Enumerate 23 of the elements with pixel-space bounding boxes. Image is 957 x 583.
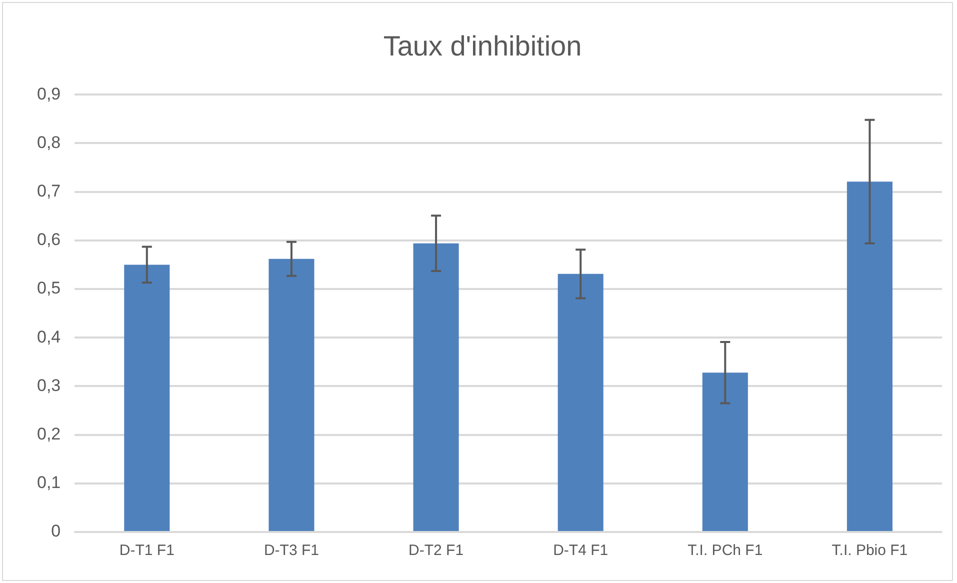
y-tick-label: 0,5 — [36, 278, 61, 298]
x-tick-label: D-T1 F1 — [119, 542, 174, 560]
bar — [268, 258, 314, 531]
x-tick-label: T.I. PCh F1 — [688, 542, 763, 560]
bar — [558, 274, 604, 531]
y-tick-label: 0,1 — [36, 473, 61, 492]
chart-title: Taux d'inhibition — [383, 30, 582, 62]
x-tick-label: D-T4 F1 — [553, 542, 608, 560]
x-tick-label: D-T3 F1 — [264, 542, 319, 560]
bar — [702, 372, 748, 531]
x-tick-label: D-T2 F1 — [408, 542, 464, 560]
y-tick-label: 0,3 — [36, 376, 61, 395]
y-tick-label: 0,8 — [36, 132, 61, 152]
y-tick-label: 0,6 — [36, 230, 61, 250]
y-tick-label: 0,7 — [36, 181, 61, 200]
y-tick-label: 0,2 — [36, 424, 61, 444]
y-tick-label: 0,4 — [36, 327, 61, 346]
bar — [413, 243, 459, 531]
y-tick-label: 0 — [51, 522, 61, 541]
bar — [124, 264, 170, 531]
y-tick-label: 0,9 — [36, 84, 61, 104]
bar — [846, 182, 892, 531]
x-tick-label: T.I. Pbio F1 — [832, 542, 908, 560]
